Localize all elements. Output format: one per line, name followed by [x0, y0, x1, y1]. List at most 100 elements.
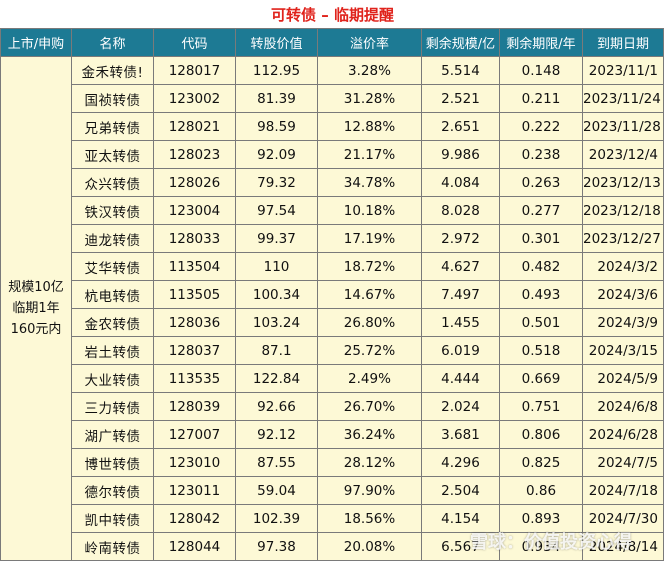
table-row: 凯中转债 128042 102.39 18.56% 4.154 0.893 2024/7/3… — [1, 504, 664, 533]
remaining-term-cell: 0.86 — [499, 476, 583, 505]
table-row: 岭南转债 128044 97.38 20.08% 6.567 0.934 2024/8/14 — [1, 532, 664, 561]
conversion-value-cell: 99.37 — [235, 224, 318, 253]
header-code[interactable]: 代码 — [153, 28, 236, 57]
remaining-size-cell: 6.019 — [421, 336, 500, 365]
maturity-date-cell: 2024/5/9 — [582, 364, 664, 393]
table-row: 湖广转债 127007 92.12 36.24% 3.681 0.806 2024/6/28 — [1, 420, 664, 449]
header-name[interactable]: 名称 — [71, 28, 154, 57]
premium-rate-cell: 28.12% — [317, 448, 422, 477]
table-row: 金农转债 128036 103.24 26.80% 1.455 0.501 2024/3/9 — [1, 308, 664, 337]
bond-code-cell: 128017 — [153, 56, 236, 85]
table-row: 杭电转债 113505 100.34 14.67% 7.497 0.493 2024/3/6 — [1, 280, 664, 309]
bond-code-cell: 123011 — [153, 476, 236, 505]
bond-code-cell: 128021 — [153, 112, 236, 141]
bond-name-cell: 国祯转债 — [71, 84, 154, 113]
conversion-value-cell: 110 — [235, 252, 318, 281]
maturity-date-cell: 2023/11/24 — [582, 84, 664, 113]
premium-rate-cell: 25.72% — [317, 336, 422, 365]
bond-code-cell: 123002 — [153, 84, 236, 113]
premium-rate-cell: 21.17% — [317, 140, 422, 169]
remaining-size-cell: 4.084 — [421, 168, 500, 197]
bond-name-cell: 博世转债 — [71, 448, 154, 477]
bond-name-cell: 岩土转债 — [71, 336, 154, 365]
premium-rate-cell: 12.88% — [317, 112, 422, 141]
table-row: 博世转债 123010 87.55 28.12% 4.296 0.825 2024/7/5 — [1, 448, 664, 477]
bond-code-cell: 113535 — [153, 364, 236, 393]
remaining-size-cell: 8.028 — [421, 196, 500, 225]
premium-rate-cell: 10.18% — [317, 196, 422, 225]
remaining-term-cell: 0.148 — [499, 56, 583, 85]
group-criteria-line: 临期1年 — [12, 301, 60, 316]
maturity-date-cell: 2023/12/27 — [582, 224, 664, 253]
table-row: 大业转债 113535 122.84 2.49% 4.444 0.669 2024/5/9 — [1, 364, 664, 393]
maturity-date-cell: 2024/6/28 — [582, 420, 664, 449]
conversion-value-cell: 59.04 — [235, 476, 318, 505]
remaining-size-cell: 6.567 — [421, 532, 500, 561]
premium-rate-cell: 20.08% — [317, 532, 422, 561]
table-row: 铁汉转债 123004 97.54 10.18% 8.028 0.277 2023/12/1… — [1, 196, 664, 225]
premium-rate-cell: 31.28% — [317, 84, 422, 113]
bond-name-cell: 迪龙转债 — [71, 224, 154, 253]
header-remaining-term[interactable]: 剩余期限/年 — [499, 28, 583, 57]
remaining-term-cell: 0.518 — [499, 336, 583, 365]
maturity-date-cell: 2023/12/18 — [582, 196, 664, 225]
premium-rate-cell: 34.78% — [317, 168, 422, 197]
bond-code-cell: 128026 — [153, 168, 236, 197]
remaining-term-cell: 0.934 — [499, 532, 583, 561]
premium-rate-cell: 97.90% — [317, 476, 422, 505]
remaining-term-cell: 0.263 — [499, 168, 583, 197]
remaining-size-cell: 2.504 — [421, 476, 500, 505]
header-row: 上市/申购 名称 代码 转股价值 溢价率 剩余规模/亿 剩余期限/年 到期日期 — [0, 28, 664, 57]
conversion-value-cell: 98.59 — [235, 112, 318, 141]
maturity-date-cell: 2024/3/6 — [582, 280, 664, 309]
header-premium-rate[interactable]: 溢价率 — [317, 28, 422, 57]
remaining-term-cell: 0.211 — [499, 84, 583, 113]
table-row: 三力转债 128039 92.66 26.70% 2.024 0.751 2024/6/8 — [1, 392, 664, 421]
conversion-value-cell: 92.09 — [235, 140, 318, 169]
maturity-date-cell: 2024/3/15 — [582, 336, 664, 365]
conversion-value-cell: 97.54 — [235, 196, 318, 225]
remaining-size-cell: 2.972 — [421, 224, 500, 253]
table-row: 规模10亿 临期1年 160元内 金禾转债! 128017 112.95 3.28% 5.51… — [0, 56, 664, 561]
bond-name-cell: 三力转债 — [71, 392, 154, 421]
bond-name-cell: 德尔转债 — [71, 476, 154, 505]
remaining-term-cell: 0.669 — [499, 364, 583, 393]
remaining-term-cell: 0.893 — [499, 504, 583, 533]
bond-code-cell: 113505 — [153, 280, 236, 309]
header-conversion-value[interactable]: 转股价值 — [235, 28, 318, 57]
maturity-date-cell: 2024/3/9 — [582, 308, 664, 337]
bond-code-cell: 128039 — [153, 392, 236, 421]
table-row: 亚太转债 128023 92.09 21.17% 9.986 0.238 2023/12/4 — [1, 140, 664, 169]
conversion-value-cell: 102.39 — [235, 504, 318, 533]
remaining-term-cell: 0.482 — [499, 252, 583, 281]
remaining-term-cell: 0.825 — [499, 448, 583, 477]
conversion-value-cell: 81.39 — [235, 84, 318, 113]
remaining-term-cell: 0.493 — [499, 280, 583, 309]
header-remaining-size[interactable]: 剩余规模/亿 — [421, 28, 500, 57]
remaining-term-cell: 0.301 — [499, 224, 583, 253]
premium-rate-cell: 26.70% — [317, 392, 422, 421]
remaining-size-cell: 7.497 — [421, 280, 500, 309]
remaining-size-cell: 1.455 — [421, 308, 500, 337]
premium-rate-cell: 18.72% — [317, 252, 422, 281]
bond-name-cell: 凯中转债 — [71, 504, 154, 533]
header-listing[interactable]: 上市/申购 — [0, 28, 72, 57]
maturity-date-cell: 2024/7/18 — [582, 476, 664, 505]
remaining-size-cell: 2.521 — [421, 84, 500, 113]
premium-rate-cell: 18.56% — [317, 504, 422, 533]
remaining-size-cell: 4.627 — [421, 252, 500, 281]
maturity-date-cell: 2024/6/8 — [582, 392, 664, 421]
table-row: 众兴转债 128026 79.32 34.78% 4.084 0.263 2023/12/1… — [1, 168, 664, 197]
conversion-value-cell: 87.1 — [235, 336, 318, 365]
bond-code-cell: 123010 — [153, 448, 236, 477]
remaining-size-cell: 4.444 — [421, 364, 500, 393]
conversion-value-cell: 103.24 — [235, 308, 318, 337]
bond-name-cell: 兄弟转债 — [71, 112, 154, 141]
header-maturity-date[interactable]: 到期日期 — [582, 28, 664, 57]
group-criteria-line: 规模10亿 — [8, 280, 64, 295]
maturity-date-cell: 2024/8/14 — [582, 532, 664, 561]
maturity-date-cell: 2024/3/2 — [582, 252, 664, 281]
maturity-date-cell: 2023/12/13 — [582, 168, 664, 197]
bond-name-cell: 大业转债 — [71, 364, 154, 393]
